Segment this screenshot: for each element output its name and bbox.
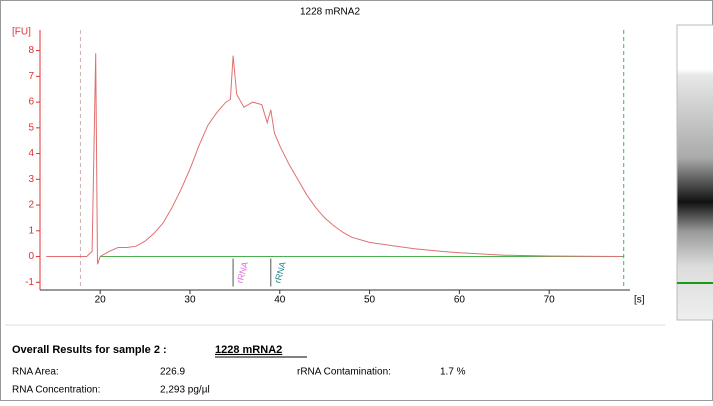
x-tick-label: 50: [364, 295, 376, 306]
x-tick-label: 70: [544, 295, 556, 306]
results-heading: Overall Results for sample 2 :: [12, 344, 167, 356]
y-tick-label: 2: [28, 200, 34, 211]
x-tick-label: 40: [274, 295, 286, 306]
result-label: RNA Area:: [12, 367, 59, 378]
result-value: 2,293 pg/µl: [160, 385, 210, 396]
x-tick-label: 60: [454, 295, 466, 306]
y-tick-label: 6: [28, 97, 34, 108]
x-tick-label: 20: [95, 295, 107, 306]
y-axis-label: [FU]: [12, 27, 31, 38]
y-tick-label: 3: [28, 174, 34, 185]
result-label: rRNA Contamination:: [297, 367, 391, 378]
y-tick-label: 8: [28, 45, 34, 56]
y-tick-label: 4: [28, 148, 34, 159]
result-value: 1.7 %: [440, 367, 466, 378]
result-value: 226.9: [160, 367, 185, 378]
trace: [46, 53, 622, 265]
chart-title: 1228 mRNA2: [300, 7, 360, 18]
y-tick-label: -1: [25, 277, 34, 288]
result-label: RNA Concentration:: [12, 385, 100, 396]
x-axis-label: [s]: [634, 295, 645, 306]
results-sample: 1228 mRNA2: [215, 344, 282, 356]
gel-lane: [676, 24, 713, 321]
y-tick-label: 7: [28, 71, 34, 82]
y-tick-label: 5: [28, 122, 34, 133]
y-tick-label: 1: [28, 225, 34, 236]
y-tick-label: 0: [28, 251, 34, 262]
x-tick-label: 30: [184, 295, 196, 306]
